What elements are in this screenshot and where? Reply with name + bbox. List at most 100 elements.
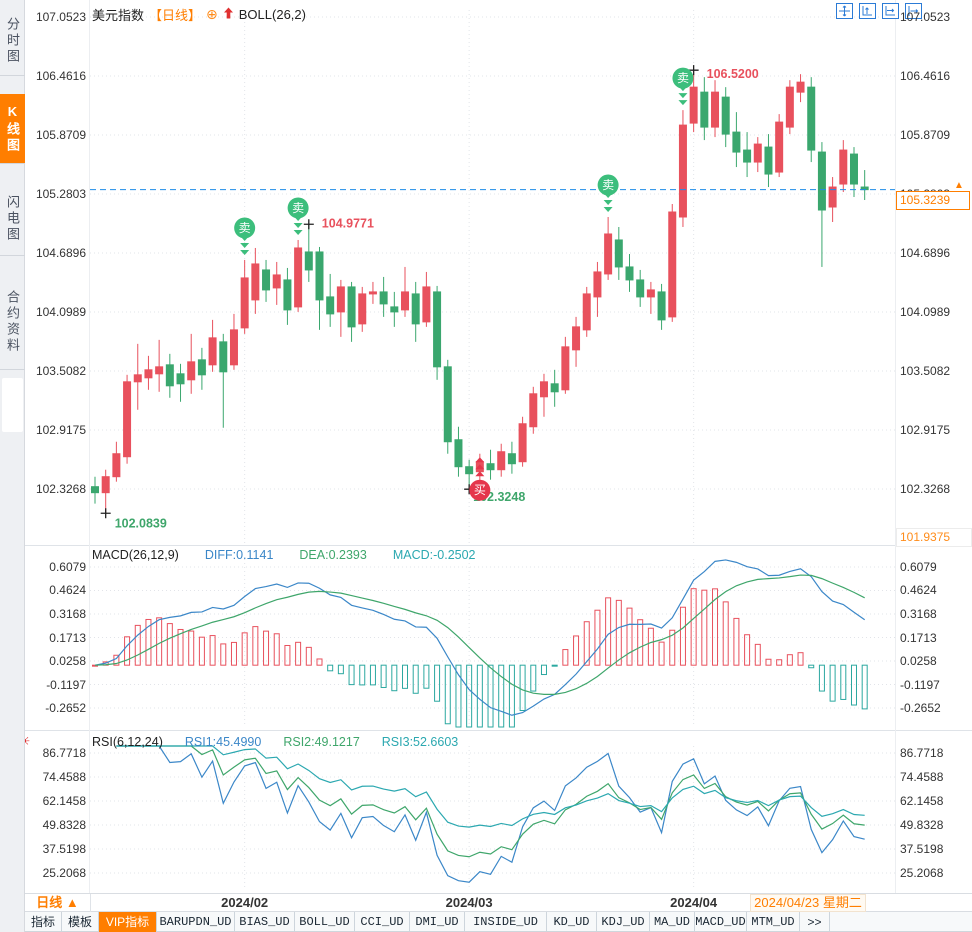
period-title: 【日线】 [149,5,201,24]
y-axis-label-right: 104.0989 [900,305,968,319]
y-axis-label-right: 0.0258 [900,654,968,668]
y-axis-label-left: 0.3168 [22,607,86,621]
y-axis-label-right: 104.6896 [900,246,968,260]
indicator-tab-dmi-ud[interactable]: DMI_UD [410,912,465,932]
y-axis-label-right: -0.2652 [900,701,968,715]
indicator-tab-inside-ud[interactable]: INSIDE_UD [465,912,547,932]
chart-canvas: 102.0839104.9771102.3248106.5200卖卖卖卖买 [0,0,972,932]
y-axis-label-left: 105.8709 [22,128,86,142]
price-annotation: 102.0839 [115,516,167,530]
period-selector-button[interactable]: 日线 ▲ [25,894,91,912]
svg-text:卖: 卖 [602,178,614,192]
rsi2-value: RSI2:49.1217 [283,735,359,749]
sidebar-tab-flash-chart[interactable]: 闪电图 [0,182,25,256]
sidebar-tab-time-chart[interactable]: 分时图 [0,6,25,76]
indicator-tab-macd-ud[interactable]: MACD_UD [695,912,747,932]
current-price-badge: 105.3239 [896,191,970,210]
indicator-tab-tab[interactable]: 模板 [62,912,99,932]
indicator-tab-bar: 指标模板VIP指标BARUPDN_UDBIAS_UDBOLL_UDCCI_UDD… [0,912,972,932]
axis-right-arrow-icon[interactable] [882,3,899,19]
indicator-tab-barupdn-ud[interactable]: BARUPDN_UD [157,912,235,932]
indicator-tab-tab[interactable]: 指标 [25,912,62,932]
indicator-tab-kd-ud[interactable]: KD_UD [547,912,597,932]
y-axis-label-left: 106.4616 [22,69,86,83]
indicator-tab-vip[interactable]: VIP指标 [99,912,157,932]
y-axis-label-right: 0.4624 [900,583,968,597]
y-axis-label-left: 62.1458 [22,794,86,808]
rsi3-value: RSI3:52.6603 [382,735,458,749]
rsi-header: RSI(6,12,24) RSI1:45.4990 RSI2:49.1217 R… [92,735,458,749]
symbol-title: 美元指数 [92,5,144,24]
svg-text:卖: 卖 [239,221,251,235]
chart-title-row: 美元指数 【日线】 ⊕ BOLL(26,2) [92,5,306,24]
indicator-tab-kdj-ud[interactable]: KDJ_UD [597,912,650,932]
y-axis-label-right: 25.2068 [900,866,968,880]
svg-text:买: 买 [474,483,486,497]
x-axis-month-label: 2024/02 [205,895,285,910]
y-axis-label-right: 103.5082 [900,364,968,378]
y-axis-label-left: 102.3268 [22,482,86,496]
y-axis-label-right: 105.8709 [900,128,968,142]
indicator-tab-boll-ud[interactable]: BOLL_UD [295,912,355,932]
price-marker-arrow: ▲ [954,180,964,191]
y-axis-label-left: 104.6896 [22,246,86,260]
sidebar-scroll-thumb[interactable] [2,378,23,432]
x-axis-month-label: 2024/04 [654,895,734,910]
price-annotation: 104.9771 [322,216,374,230]
y-axis-label-left: 49.8328 [22,818,86,832]
y-axis-label-left: -0.1197 [22,678,86,692]
y-axis-label-right: 0.1713 [900,631,968,645]
indicator-tab-cci-ud[interactable]: CCI_UD [355,912,410,932]
y-axis-label-left: 74.4588 [22,770,86,784]
y-axis-label-right: 74.4588 [900,770,968,784]
y-axis-label-left: 107.0523 [22,10,86,24]
y-axis-label-right: 86.7718 [900,746,968,760]
macd-header: MACD(26,12,9) DIFF:0.1141 DEA:0.2393 MAC… [92,548,476,562]
y-axis-label-left: 104.0989 [22,305,86,319]
y-axis-label-right: 62.1458 [900,794,968,808]
y-axis-label-right: 0.6079 [900,560,968,574]
y-axis-label-left: 0.0258 [22,654,86,668]
sidebar-tab-kline-chart[interactable]: K线图 [0,94,25,164]
y-axis-label-left: 37.5198 [22,842,86,856]
y-axis-label-left: 86.7718 [22,746,86,760]
indicator-tab-bias-ud[interactable]: BIAS_UD [235,912,295,932]
y-axis-label-left: 0.6079 [22,560,86,574]
y-axis-label-right: 102.3268 [900,482,968,496]
x-axis-month-label: 2024/03 [429,895,509,910]
rsi1-value: RSI1:45.4990 [185,735,261,749]
indicator-tab-more[interactable]: >> [800,912,830,932]
boll-lower-badge: 101.9375 [896,528,972,547]
svg-text:卖: 卖 [292,201,304,215]
y-axis-label-left: 105.2803 [22,187,86,201]
period-label: 日线 [36,895,62,910]
y-axis-label-right: -0.1197 [900,678,968,692]
y-axis-label-right: 37.5198 [900,842,968,856]
price-annotation: 106.5200 [707,67,759,81]
indicator-title: BOLL(26,2) [239,7,306,22]
macd-dea-value: DEA:0.2393 [299,548,366,562]
y-axis-label-right: 106.4616 [900,69,968,83]
y-axis-label-left: 0.4624 [22,583,86,597]
indicator-tab-ma-ud[interactable]: MA_UD [650,912,695,932]
axis-up-arrow-icon[interactable] [859,3,876,19]
macd-macd-value: MACD:-0.2502 [393,548,476,562]
indicator-tab-mtm-ud[interactable]: MTM_UD [747,912,800,932]
up-arrow-icon [223,7,234,22]
chart-application: 102.0839104.9771102.3248106.5200卖卖卖卖买 分时… [0,0,972,932]
current-date-badge: 2024/04/23 星期二 [750,894,866,912]
date-axis-row: 日线 ▲ 2024/02 2024/03 2024/04 2024/04/23 星期… [0,893,972,912]
y-axis-label-left: 0.1713 [22,631,86,645]
period-arrow-icon: ▲ [66,895,79,910]
svg-text:卖: 卖 [677,71,689,85]
y-axis-label-left: -0.2652 [22,701,86,715]
sidebar-tab-contract-info[interactable]: 合约资料 [0,274,25,370]
rsi-title: RSI(6,12,24) [92,735,163,749]
y-axis-label-left: 103.5082 [22,364,86,378]
crosshair-icon[interactable] [836,3,853,19]
left-sidebar: 分时图 K线图闪电图合约资料 [0,0,25,932]
macd-title: MACD(26,12,9) [92,548,179,562]
add-indicator-icon[interactable]: ⊕ [206,6,218,23]
y-axis-label-right: 49.8328 [900,818,968,832]
y-axis-label-right: 107.0523 [900,10,968,24]
